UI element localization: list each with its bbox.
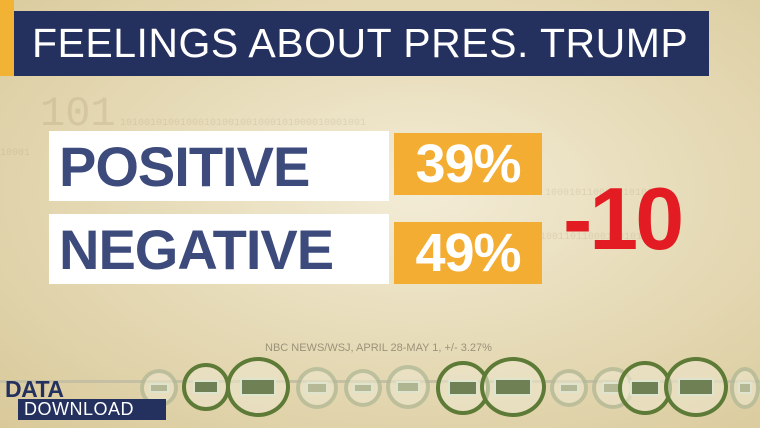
brand-download-label: DOWNLOAD xyxy=(24,399,135,419)
background-binary-texture: 1000101100010101011 xyxy=(545,188,660,199)
difference-value: -10 xyxy=(563,169,684,268)
money-coin-icon xyxy=(436,361,490,415)
brand-data-label: DATA_ xyxy=(5,376,76,402)
money-coin-icon xyxy=(730,367,760,409)
negative-label-box: NEGATIVE xyxy=(49,214,389,284)
accent-bar xyxy=(0,0,14,76)
positive-percent-box: 39% xyxy=(394,133,542,195)
money-strip xyxy=(140,357,760,417)
money-coin-icon xyxy=(550,369,588,407)
money-coin-icon xyxy=(226,357,290,417)
money-coin-icon xyxy=(618,361,672,415)
money-coin-icon xyxy=(296,367,338,409)
positive-percent: 39% xyxy=(415,134,521,194)
negative-label: NEGATIVE xyxy=(59,217,334,281)
money-coin-icon xyxy=(182,363,230,411)
money-coin-icon xyxy=(480,357,546,417)
source-note: NBC NEWS/WSJ, APRIL 28-MAY 1, +/- 3.27% xyxy=(265,342,492,354)
background-binary-texture: 101 xyxy=(40,90,116,138)
title-banner: FEELINGS ABOUT PRES. TRUMP xyxy=(14,11,709,76)
negative-percent-box: 49% xyxy=(394,222,542,284)
money-coin-icon xyxy=(386,365,430,409)
background-binary-texture: 10011011000100101 xyxy=(540,232,643,243)
money-coin-icon xyxy=(344,369,382,407)
page-title: FEELINGS ABOUT PRES. TRUMP xyxy=(32,20,689,66)
brand-download-box: DOWNLOAD xyxy=(18,399,166,420)
money-coin-icon xyxy=(664,357,728,417)
positive-label-box: POSITIVE xyxy=(49,131,389,201)
background-binary-texture: 10001 xyxy=(0,148,31,159)
positive-label: POSITIVE xyxy=(59,134,310,198)
negative-percent: 49% xyxy=(415,223,521,283)
background-binary-texture: 1010010100100010100100100010100001000100… xyxy=(120,118,367,129)
